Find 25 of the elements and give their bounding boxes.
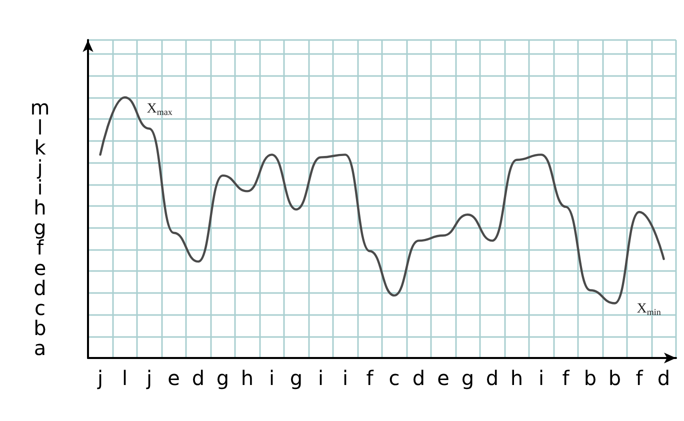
- x-tick-label: l: [122, 366, 128, 390]
- x-tick-label: e: [168, 366, 180, 390]
- x-tick-label: f: [366, 366, 374, 390]
- x-tick-label: d: [412, 366, 426, 390]
- x-tick-label: c: [388, 366, 400, 390]
- x-tick-label: f: [636, 366, 644, 390]
- x-tick-label: i: [342, 366, 348, 390]
- x-tick-label: d: [657, 366, 670, 390]
- x-tick-label: i: [318, 366, 324, 390]
- x-tick-label: e: [437, 366, 450, 390]
- x-tick-label: b: [608, 366, 622, 390]
- x-tick-label: d: [192, 366, 205, 390]
- x-tick-label: h: [510, 366, 524, 390]
- x-tick-label: h: [240, 366, 254, 390]
- x-tick-label: f: [562, 366, 570, 390]
- x-tick-label: i: [538, 366, 544, 390]
- x-tick-label: d: [486, 366, 499, 390]
- text: h: [34, 196, 46, 220]
- x-tick-label: g: [461, 366, 474, 390]
- x-tick-label: j: [96, 366, 104, 390]
- x-tick-label: g: [216, 366, 230, 390]
- x-tick-label: g: [290, 366, 303, 390]
- x-tick-label: b: [584, 366, 597, 390]
- x-tick-label: i: [268, 366, 275, 390]
- x-tick-label: j: [145, 366, 152, 390]
